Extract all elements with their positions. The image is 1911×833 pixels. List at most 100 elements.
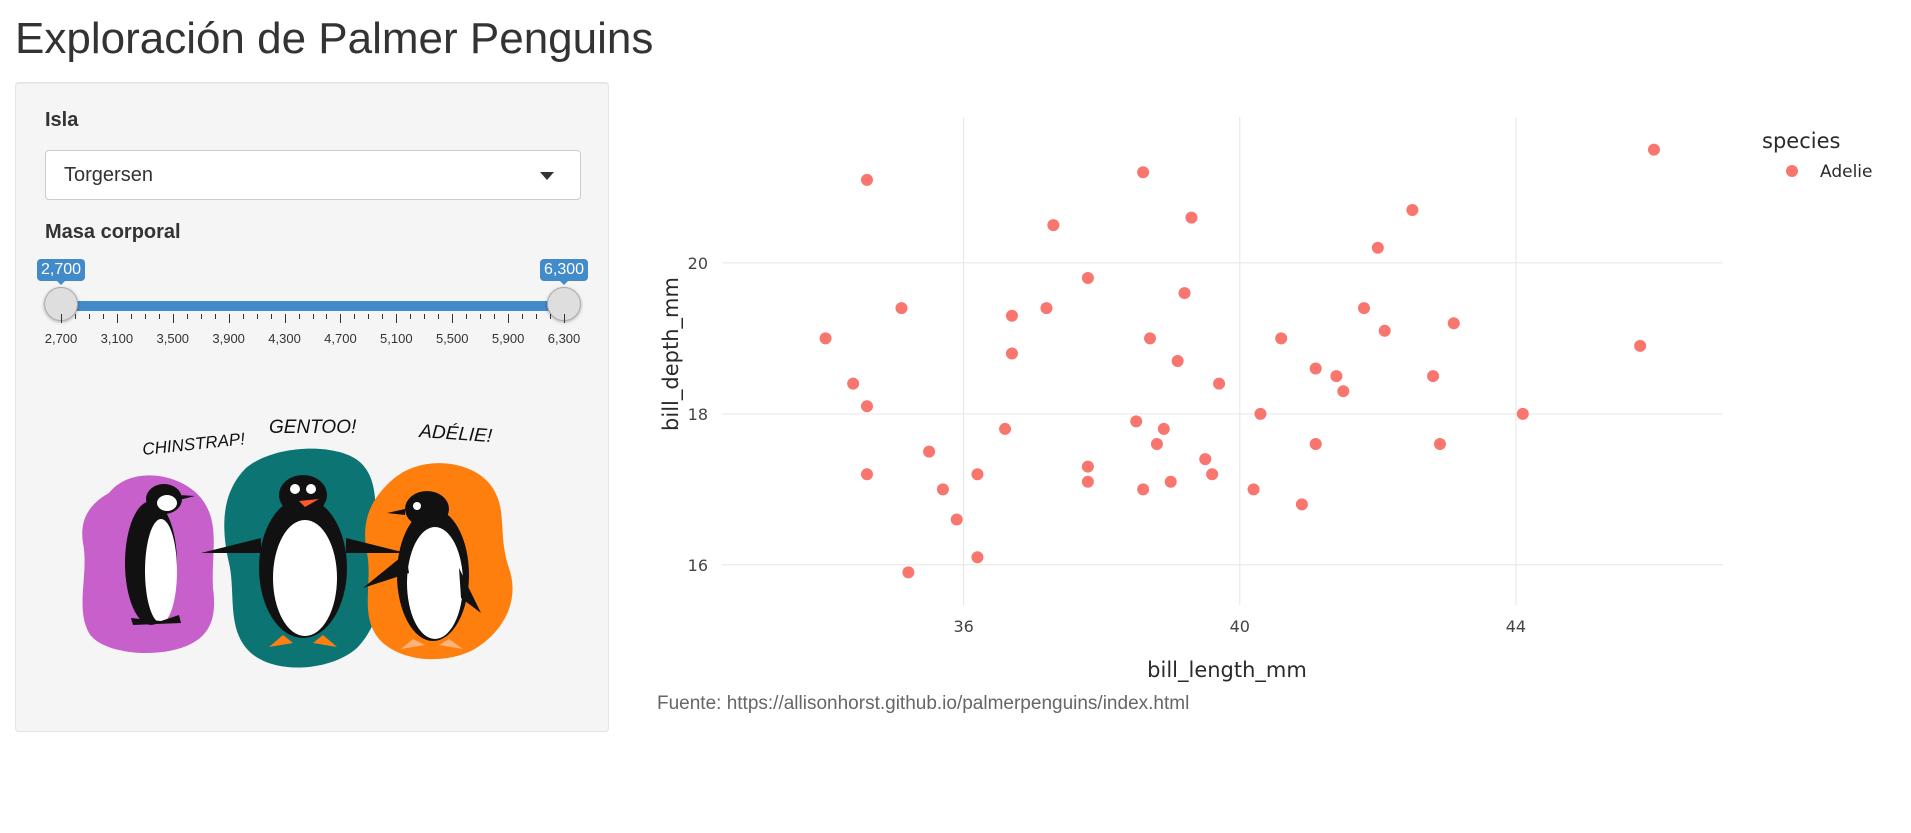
data-point-adelie[interactable] <box>1330 370 1343 383</box>
legend-entry-adelie[interactable]: Adelie <box>1820 162 1873 182</box>
data-point-adelie[interactable] <box>1206 468 1219 481</box>
mass-slider-range-bar[interactable] <box>61 301 564 311</box>
slider-minor-tick <box>354 314 356 319</box>
data-point-adelie[interactable] <box>1150 438 1163 451</box>
artwork-adelie-label: ADÉLIE! <box>418 421 494 447</box>
x-tick-label: 40 <box>1230 617 1250 636</box>
data-point-adelie[interactable] <box>1081 271 1094 284</box>
slider-tick-label: 3,100 <box>100 331 134 346</box>
data-point-adelie[interactable] <box>1081 460 1094 473</box>
data-point-adelie[interactable] <box>1047 219 1060 232</box>
sidebar-panel: Isla Torgersen Masa corporal 2,700 6,300… <box>15 82 609 732</box>
slider-minor-tick <box>130 314 132 319</box>
data-point-adelie[interactable] <box>971 551 984 564</box>
slider-minor-tick <box>536 314 538 319</box>
slider-minor-tick <box>214 314 216 319</box>
slider-minor-tick <box>480 314 482 319</box>
data-point-adelie[interactable] <box>1433 438 1446 451</box>
mass-label: Masa corporal <box>45 221 181 243</box>
data-point-adelie[interactable] <box>1309 438 1322 451</box>
scatter-points[interactable] <box>819 143 1660 579</box>
y-tick-label: 18 <box>688 405 708 424</box>
data-point-adelie[interactable] <box>1005 347 1018 360</box>
slider-minor-tick <box>438 314 440 319</box>
data-point-adelie[interactable] <box>902 566 915 579</box>
slider-minor-tick <box>410 314 412 319</box>
data-point-adelie[interactable] <box>950 513 963 526</box>
slider-major-tick <box>61 314 62 323</box>
data-point-adelie[interactable] <box>1337 385 1350 398</box>
data-point-adelie[interactable] <box>936 483 949 496</box>
slider-tick-label: 4,300 <box>268 331 301 346</box>
slider-minor-tick <box>102 314 104 319</box>
data-point-adelie[interactable] <box>971 468 984 481</box>
data-point-adelie[interactable] <box>1358 302 1371 315</box>
data-point-adelie[interactable] <box>923 445 936 458</box>
data-point-adelie[interactable] <box>860 400 873 413</box>
island-select[interactable]: Torgersen <box>45 150 581 200</box>
slider-tick-label: 2,700 <box>44 331 78 346</box>
slider-minor-tick <box>256 314 258 319</box>
data-point-adelie[interactable] <box>1447 317 1460 330</box>
data-point-adelie[interactable] <box>860 173 873 186</box>
data-point-adelie[interactable] <box>1081 475 1094 488</box>
data-point-adelie[interactable] <box>1137 483 1150 496</box>
data-point-adelie[interactable] <box>1295 498 1308 511</box>
data-point-adelie[interactable] <box>819 332 832 345</box>
island-label: Isla <box>45 109 79 131</box>
data-point-adelie[interactable] <box>1199 453 1212 466</box>
slider-minor-tick <box>382 314 384 319</box>
data-point-adelie[interactable] <box>1157 422 1170 435</box>
data-point-adelie[interactable] <box>1005 309 1018 322</box>
slider-major-tick <box>452 314 454 323</box>
island-select-value: Torgersen <box>64 164 153 186</box>
source-note: Fuente: https://allisonhorst.github.io/p… <box>657 693 1190 714</box>
slider-minor-tick <box>550 314 552 319</box>
artwork-chinstrap-label: CHINSTRAP! <box>141 429 246 459</box>
x-tick-label: 44 <box>1506 617 1526 636</box>
data-point-adelie[interactable] <box>1171 355 1184 367</box>
slider-minor-tick <box>88 314 90 319</box>
data-point-adelie[interactable] <box>1309 362 1322 375</box>
data-point-adelie[interactable] <box>1178 287 1191 300</box>
slider-major-tick <box>284 314 286 323</box>
data-point-adelie[interactable] <box>1378 324 1391 337</box>
data-point-adelie[interactable] <box>1406 204 1419 217</box>
slider-major-tick <box>508 314 510 323</box>
data-point-adelie[interactable] <box>1427 370 1440 383</box>
data-point-adelie[interactable] <box>1040 302 1053 315</box>
data-point-adelie[interactable] <box>999 422 1012 435</box>
slider-minor-tick <box>424 314 426 319</box>
data-point-adelie[interactable] <box>1164 475 1177 488</box>
data-point-adelie[interactable] <box>1516 407 1529 420</box>
data-point-adelie[interactable] <box>1371 241 1384 254</box>
page-title: Exploración de Palmer Penguins <box>15 14 654 63</box>
slider-tick-label: 6,300 <box>547 331 581 346</box>
slider-minor-tick <box>368 314 370 319</box>
data-point-adelie[interactable] <box>1185 211 1198 224</box>
data-point-adelie[interactable] <box>1144 332 1157 345</box>
slider-tick-label: 5,900 <box>491 331 525 346</box>
scatter-plot[interactable]: 16 18 20 36 40 44 bill_length_mm bill_depth_… <box>650 110 1890 700</box>
data-point-adelie[interactable] <box>895 302 908 315</box>
mass-slider-to-label: 6,300 <box>540 259 589 285</box>
data-point-adelie[interactable] <box>1254 407 1267 420</box>
slider-tick-label: 5,100 <box>380 331 413 346</box>
data-point-adelie[interactable] <box>860 468 873 481</box>
y-axis-title: bill_depth_mm <box>659 277 684 431</box>
data-point-adelie[interactable] <box>1137 166 1150 179</box>
x-axis-ticks: 36 40 44 <box>953 617 1526 636</box>
data-point-adelie[interactable] <box>1213 377 1226 390</box>
data-point-adelie[interactable] <box>1275 332 1288 345</box>
slider-major-tick <box>116 314 118 323</box>
slider-tick-label: 3,900 <box>212 331 245 346</box>
slider-minor-tick <box>326 314 328 319</box>
slider-major-tick <box>228 314 230 323</box>
slider-minor-tick <box>74 314 76 319</box>
data-point-adelie[interactable] <box>1130 415 1143 428</box>
data-point-adelie[interactable] <box>1634 339 1647 352</box>
data-point-adelie[interactable] <box>1247 483 1260 496</box>
data-point-adelie[interactable] <box>1647 143 1660 156</box>
data-point-adelie[interactable] <box>847 377 860 390</box>
legend-marker-adelie[interactable] <box>1786 165 1798 177</box>
